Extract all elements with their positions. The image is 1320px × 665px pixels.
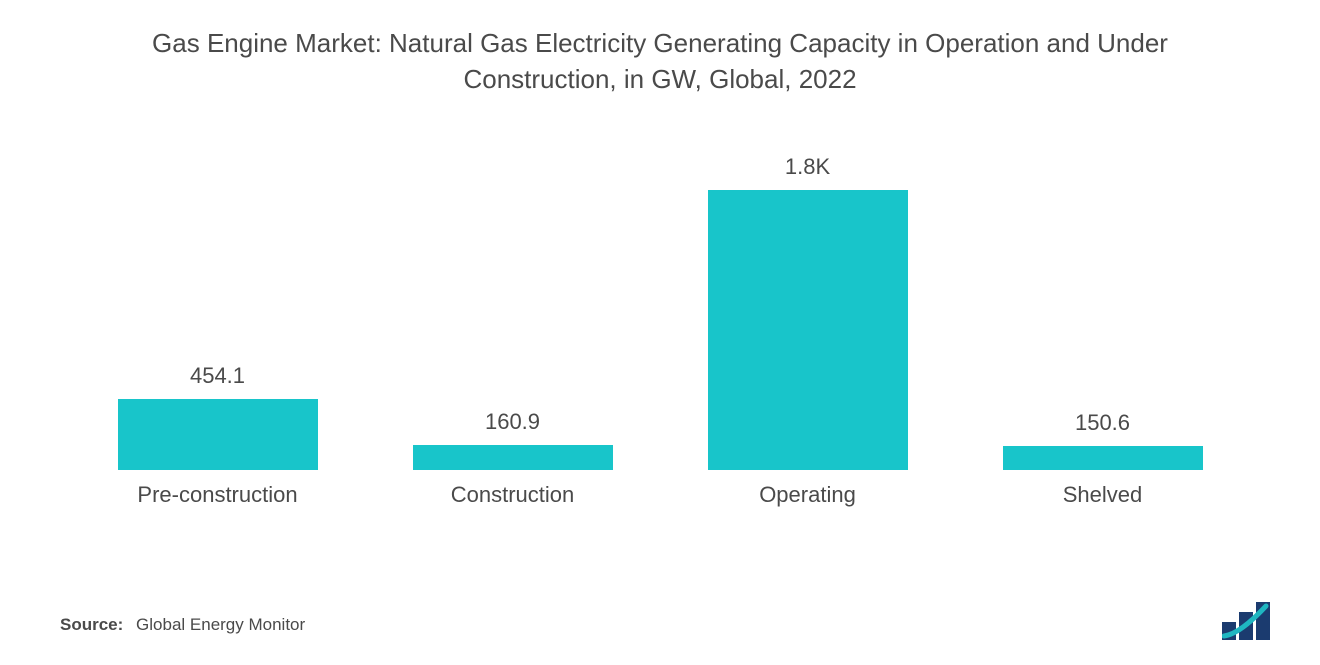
bar-operating — [708, 190, 908, 470]
bar-label: Operating — [759, 482, 856, 508]
brand-logo — [1222, 602, 1270, 640]
bar-label: Pre-construction — [137, 482, 297, 508]
logo-bar-icon — [1222, 622, 1236, 640]
logo-bar-icon — [1239, 612, 1253, 640]
bar-label: Shelved — [1063, 482, 1143, 508]
bar-group-shelved: 150.6 Shelved — [955, 148, 1250, 508]
bar-value: 454.1 — [190, 363, 245, 389]
bar-group-construction: 160.9 Construction — [365, 148, 660, 508]
bar-label: Construction — [451, 482, 575, 508]
logo-bar-icon — [1256, 602, 1270, 640]
bar-shelved — [1003, 446, 1203, 469]
bar-value: 160.9 — [485, 409, 540, 435]
source-text: Global Energy Monitor — [136, 615, 305, 634]
bar-pre-construction — [118, 399, 318, 470]
bar-construction — [413, 445, 613, 470]
bar-value: 150.6 — [1075, 410, 1130, 436]
source-label: Source: — [60, 615, 123, 634]
chart-area: 454.1 Pre-construction 160.9 Constructio… — [50, 148, 1270, 508]
source-line: Source: Global Energy Monitor — [60, 615, 305, 635]
bar-group-pre-construction: 454.1 Pre-construction — [70, 148, 365, 508]
bar-value: 1.8K — [785, 154, 830, 180]
bar-group-operating: 1.8K Operating — [660, 148, 955, 508]
chart-title: Gas Engine Market: Natural Gas Electrici… — [50, 25, 1270, 98]
